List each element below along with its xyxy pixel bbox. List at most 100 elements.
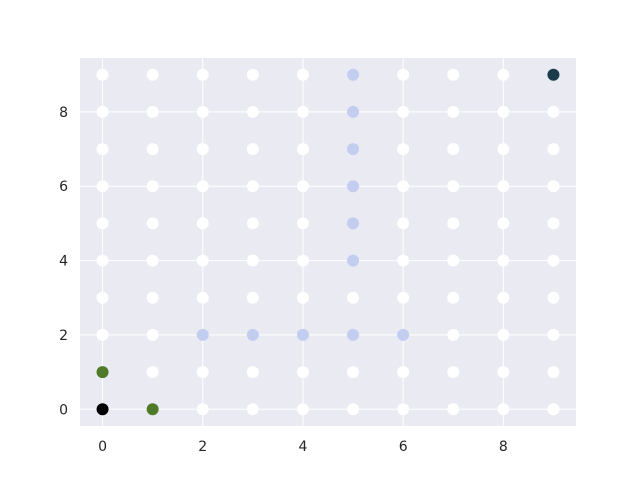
grid-point-1-2 [146,328,159,341]
grid-point-2-8 [196,105,209,118]
grid-point-1-6 [146,180,159,193]
grid-point-6-8 [397,105,410,118]
x-tick-label: 2 [198,439,207,455]
grid-point-8-1 [497,366,510,379]
grid-point-4-3 [296,291,309,304]
grid-point-0-5 [96,217,109,230]
grid-point-8-7 [497,143,510,156]
grid-point-0-6 [96,180,109,193]
grid-point-4-1 [296,366,309,379]
grid-point-1-7 [146,143,159,156]
data-points [96,68,560,416]
series-2-point-5-2 [347,328,360,341]
grid-point-1-1 [146,366,159,379]
grid-point-4-9 [296,68,309,81]
grid-point-1-3 [146,291,159,304]
grid-point-8-4 [497,254,510,267]
grid-point-6-3 [397,291,410,304]
series-2-point-5-5 [347,217,360,230]
grid-point-0-9 [96,68,109,81]
grid-point-7-4 [447,254,460,267]
grid-point-8-5 [497,217,510,230]
grid-point-8-0 [497,403,510,416]
grid-point-3-4 [246,254,259,267]
grid-point-8-2 [497,328,510,341]
grid-point-7-8 [447,105,460,118]
grid-point-5-0 [347,403,360,416]
grid-point-7-1 [447,366,460,379]
grid-point-9-4 [547,254,560,267]
grid-point-2-6 [196,180,209,193]
grid-point-2-3 [196,291,209,304]
grid-point-7-3 [447,291,460,304]
grid-point-5-3 [347,291,360,304]
grid-point-2-5 [196,217,209,230]
series-2-point-4-2 [296,328,309,341]
grid-point-2-1 [196,366,209,379]
grid-point-6-5 [397,217,410,230]
grid-point-0-7 [96,143,109,156]
grid-point-8-3 [497,291,510,304]
grid-point-9-2 [547,328,560,341]
grid-point-8-8 [497,105,510,118]
grid-point-7-7 [447,143,460,156]
grid-point-0-3 [96,291,109,304]
series-2-point-5-9 [347,68,360,81]
x-tick-label: 8 [499,439,508,455]
grid-point-0-8 [96,105,109,118]
y-tick-label: 6 [59,179,68,195]
grid-point-0-2 [96,328,109,341]
grid-point-2-9 [196,68,209,81]
grid-point-9-7 [547,143,560,156]
grid-point-4-8 [296,105,309,118]
series-2-point-5-4 [347,254,360,267]
series-3-point-9-9 [547,68,560,81]
series-1-point-0-1 [96,366,109,379]
grid-point-3-3 [246,291,259,304]
grid-point-9-6 [547,180,560,193]
grid-lines [80,58,576,426]
grid-point-9-3 [547,291,560,304]
grid-point-4-7 [296,143,309,156]
grid-point-5-1 [347,366,360,379]
series-1-point-1-0 [146,403,159,416]
grid-point-3-6 [246,180,259,193]
grid-point-6-0 [397,403,410,416]
x-tick-label: 4 [298,439,307,455]
series-2-point-6-2 [397,328,410,341]
y-tick-label: 2 [59,328,68,344]
grid-point-1-5 [146,217,159,230]
grid-point-6-4 [397,254,410,267]
x-axis-ticks: 0 2 4 6 8 [98,439,508,455]
grid-point-7-6 [447,180,460,193]
grid-point-0-4 [96,254,109,267]
grid-point-4-0 [296,403,309,416]
grid-point-9-8 [547,105,560,118]
grid-point-4-5 [296,217,309,230]
y-tick-label: 0 [59,402,68,418]
grid-point-3-8 [246,105,259,118]
x-tick-label: 6 [399,439,408,455]
grid-point-6-9 [397,68,410,81]
grid-point-8-9 [497,68,510,81]
grid-point-3-5 [246,217,259,230]
x-tick-label: 0 [98,439,107,455]
grid-point-3-7 [246,143,259,156]
grid-point-9-5 [547,217,560,230]
grid-point-8-6 [497,180,510,193]
grid-point-6-1 [397,366,410,379]
grid-point-2-7 [196,143,209,156]
grid-point-1-9 [146,68,159,81]
grid-point-3-9 [246,68,259,81]
grid-point-4-6 [296,180,309,193]
grid-point-2-0 [196,403,209,416]
series-2-point-3-2 [246,328,259,341]
grid-point-9-1 [547,366,560,379]
y-tick-label: 4 [59,254,68,270]
grid-point-3-0 [246,403,259,416]
series-0-point-0-0 [96,403,109,416]
grid-point-7-0 [447,403,460,416]
grid-point-7-2 [447,328,460,341]
series-2-point-5-7 [347,143,360,156]
